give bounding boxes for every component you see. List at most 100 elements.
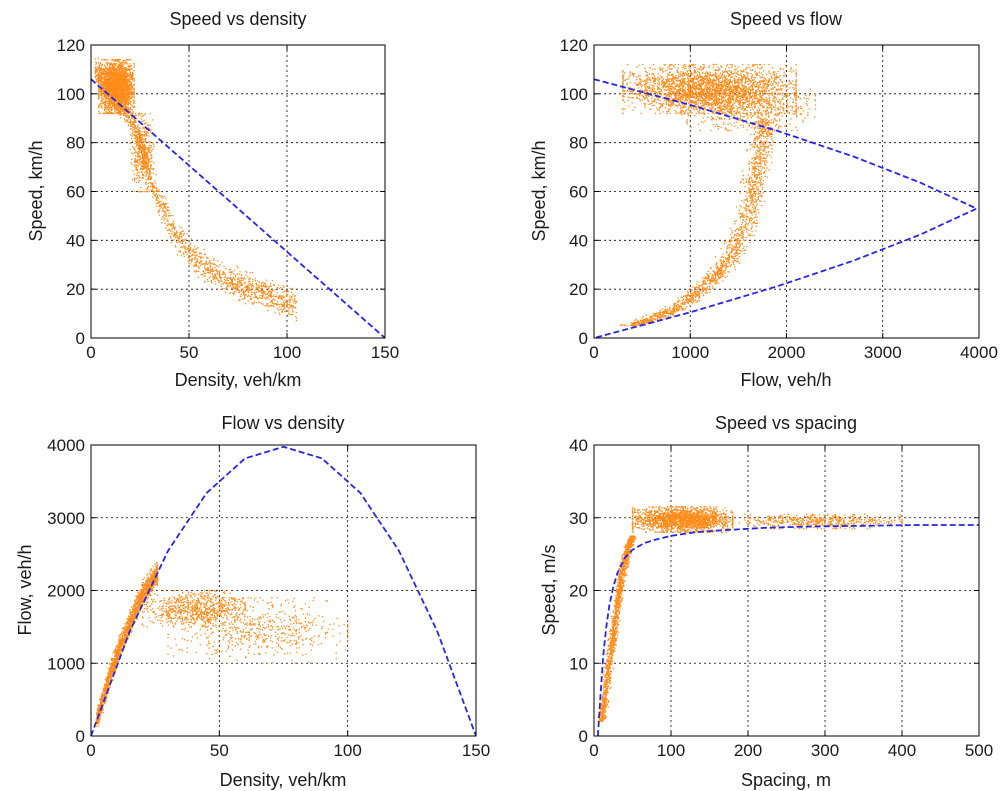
data-point [180, 231, 182, 233]
data-point [705, 91, 707, 93]
data-point [139, 163, 141, 165]
data-point [116, 73, 119, 75]
data-point [108, 108, 110, 110]
data-point [231, 272, 233, 274]
data-point [107, 108, 109, 111]
data-point [174, 232, 177, 234]
data-point [96, 80, 98, 82]
data-point [243, 294, 245, 296]
data-point [94, 66, 96, 68]
data-point [227, 283, 230, 285]
data-point [166, 210, 168, 212]
data-point [96, 70, 98, 72]
data-point [146, 162, 148, 164]
data-point [94, 58, 96, 60]
data-point [170, 237, 172, 240]
data-point [111, 98, 113, 100]
data-point [231, 279, 233, 281]
data-point [733, 97, 735, 100]
data-point [117, 80, 120, 82]
data-point [133, 80, 135, 82]
data-point [105, 100, 107, 103]
data-point [106, 79, 109, 81]
data-point [290, 304, 293, 306]
data-point [670, 103, 672, 105]
data-point [182, 240, 184, 242]
data-point [678, 84, 680, 87]
data-point [295, 320, 298, 322]
data-point [128, 99, 130, 101]
data-point [149, 148, 151, 150]
data-point [131, 121, 133, 123]
data-point [121, 84, 123, 86]
data-point [139, 145, 141, 148]
data-point [144, 135, 146, 137]
data-point [249, 289, 251, 291]
data-point [795, 71, 797, 73]
data-point [243, 290, 245, 293]
data-point [143, 142, 145, 144]
data-point [104, 92, 106, 94]
data-point [107, 105, 109, 107]
data-point [248, 286, 250, 289]
data-point [137, 171, 139, 173]
data-point [119, 99, 121, 101]
data-point [239, 273, 241, 276]
data-point [768, 72, 770, 74]
data-point [111, 109, 113, 111]
data-point [266, 296, 268, 298]
data-point [128, 97, 130, 99]
data-point [115, 88, 117, 91]
data-point [212, 263, 214, 265]
data-point [716, 73, 718, 75]
data-point [293, 295, 295, 297]
data-point [142, 145, 144, 147]
data-point [208, 262, 210, 264]
data-point [145, 170, 147, 172]
data-point [133, 97, 135, 99]
data-point [252, 278, 254, 281]
data-point [179, 234, 181, 236]
data-point [133, 91, 135, 93]
data-point [142, 177, 144, 179]
data-point [145, 159, 147, 161]
data-point [291, 307, 293, 310]
data-point [131, 128, 133, 130]
data-point [117, 102, 119, 104]
data-point [174, 235, 176, 237]
data-point [137, 147, 139, 149]
data-point [721, 73, 723, 75]
data-point [783, 71, 785, 73]
data-point [645, 78, 648, 81]
data-point [109, 101, 111, 103]
data-point [95, 74, 97, 77]
data-point [174, 226, 176, 228]
data-point [632, 109, 634, 111]
data-point [114, 76, 116, 78]
data-point [206, 269, 208, 271]
data-point [274, 299, 276, 301]
data-point [119, 73, 121, 75]
data-point [123, 107, 125, 109]
data-point [733, 88, 735, 90]
data-point [709, 94, 711, 96]
data-point [637, 84, 639, 86]
data-point [664, 82, 666, 85]
data-point [125, 93, 128, 96]
data-point [187, 247, 190, 250]
data-point [126, 74, 128, 76]
data-point [101, 98, 103, 101]
data-point [211, 268, 214, 270]
data-point [109, 96, 112, 98]
data-point [200, 256, 202, 258]
data-point [96, 66, 99, 68]
data-point [639, 81, 641, 83]
data-point [147, 160, 149, 162]
data-point [145, 179, 147, 181]
data-point [127, 59, 129, 61]
data-point [120, 79, 122, 81]
data-point [137, 114, 140, 116]
data-point [126, 73, 128, 75]
data-point [99, 103, 101, 105]
data-point [129, 128, 131, 130]
